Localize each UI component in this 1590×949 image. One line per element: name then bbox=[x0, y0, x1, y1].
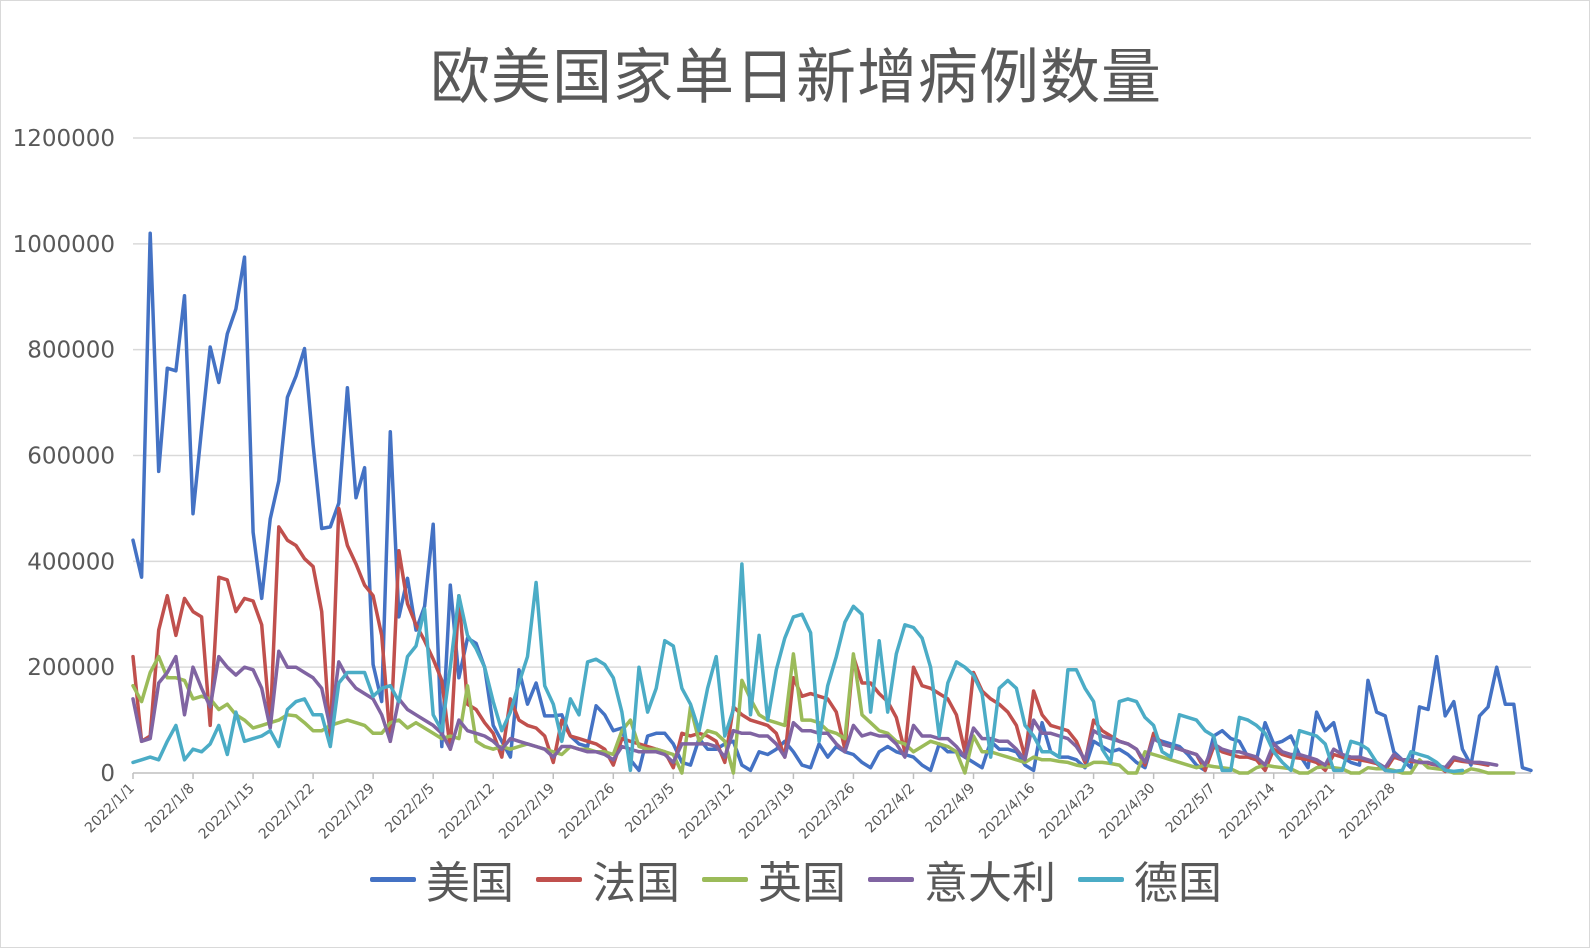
legend-swatch bbox=[702, 876, 748, 882]
x-tick-label: 2022/1/15 bbox=[196, 781, 258, 843]
legend-label: 意大利 bbox=[924, 858, 1056, 909]
legend-swatch bbox=[1078, 876, 1124, 882]
x-tick-label: 2022/3/19 bbox=[736, 781, 798, 843]
legend-label: 法国 bbox=[592, 858, 680, 909]
series-line-3 bbox=[131, 649, 1499, 770]
legend-label: 美国 bbox=[426, 858, 514, 909]
y-tick-label: 1200000 bbox=[13, 126, 115, 152]
series-line-4 bbox=[131, 562, 1465, 774]
legend-item: 德国 bbox=[1078, 847, 1222, 911]
x-tick-label: 2022/1/22 bbox=[256, 781, 318, 843]
legend-label: 英国 bbox=[758, 858, 846, 909]
series-line-0 bbox=[131, 231, 1533, 773]
x-tick-label: 2022/4/2 bbox=[863, 781, 919, 837]
x-axis-tick-labels: 2022/1/1 2022/1/82022/1/152022/1/222022/1… bbox=[82, 773, 1399, 843]
x-tick-label: 2022/3/5 bbox=[622, 781, 678, 837]
x-tick-label: 2022/4/16 bbox=[976, 780, 1038, 842]
x-tick-label: 2022/5/28 bbox=[1337, 781, 1399, 843]
x-tick-label: 2022/1/1 bbox=[82, 781, 138, 837]
legend: 美国 法国 英国 意大利 德国 bbox=[1, 849, 1590, 909]
x-tick-label: 2022/3/26 bbox=[796, 780, 858, 842]
y-axis-tick-labels: 0 200000 400000 600000 800000 1000000 1200000 bbox=[13, 126, 115, 787]
chart-title: 欧美国家单日新增病例数量 bbox=[430, 43, 1162, 113]
x-tick-label: 2022/1/29 bbox=[316, 781, 378, 843]
y-tick-label: 800000 bbox=[27, 338, 115, 364]
legend-item: 美国 bbox=[370, 847, 514, 911]
y-tick-label: 1000000 bbox=[13, 232, 115, 258]
legend-swatch bbox=[868, 876, 914, 882]
legend-label: 德国 bbox=[1134, 858, 1222, 909]
x-tick-label: 2022/1/8 bbox=[142, 781, 198, 837]
legend-swatch bbox=[370, 876, 416, 882]
y-tick-label: 600000 bbox=[27, 444, 115, 470]
x-tick-label: 2022/4/30 bbox=[1096, 781, 1158, 843]
x-tick-label: 2022/2/26 bbox=[556, 780, 618, 842]
x-tick-label: 2022/4/9 bbox=[923, 781, 979, 837]
x-tick-label: 2022/5/7 bbox=[1163, 781, 1219, 837]
x-tick-label: 2022/2/19 bbox=[496, 781, 558, 843]
x-tick-label: 2022/5/21 bbox=[1276, 781, 1338, 843]
series-line-2 bbox=[131, 652, 1516, 775]
y-tick-label: 200000 bbox=[27, 655, 115, 681]
x-tick-label: 2022/5/14 bbox=[1216, 780, 1278, 842]
y-tick-label: 0 bbox=[100, 761, 115, 787]
x-tick-label: 2022/2/5 bbox=[382, 781, 438, 837]
y-tick-label: 400000 bbox=[27, 549, 115, 575]
x-tick-label: 2022/2/12 bbox=[436, 781, 498, 843]
series-lines bbox=[131, 231, 1533, 775]
legend-item: 英国 bbox=[702, 847, 846, 911]
legend-swatch bbox=[536, 876, 582, 882]
legend-item: 意大利 bbox=[868, 847, 1056, 911]
x-tick-label: 2022/4/23 bbox=[1036, 781, 1098, 843]
legend-item: 法国 bbox=[536, 847, 680, 911]
x-tick-label: 2022/3/12 bbox=[676, 781, 738, 843]
